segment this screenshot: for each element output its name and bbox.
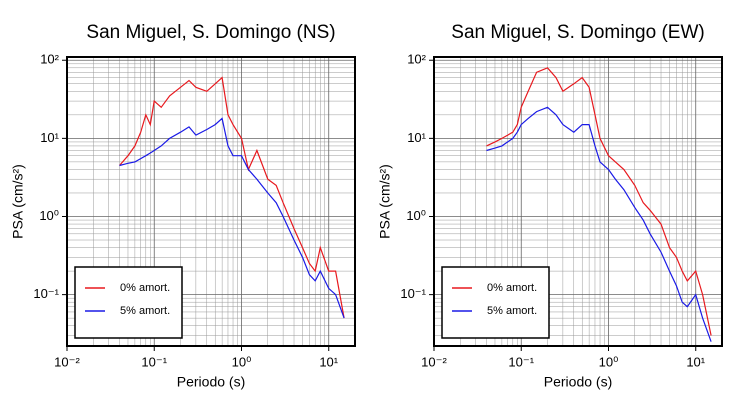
- x-tick-label: 10⁻¹: [508, 354, 534, 369]
- x-axis-label: Periodo (s): [544, 374, 612, 390]
- chart-title: San Miguel, S. Domingo (EW): [451, 22, 704, 43]
- plot-frame: [66, 56, 356, 347]
- y-tick-label: 10⁰: [39, 208, 59, 223]
- data-line: [486, 106, 712, 342]
- y-tick-label: 10¹: [407, 130, 426, 145]
- x-tick-label: 10⁰: [599, 354, 619, 369]
- y-tick-label: 10²: [407, 52, 426, 67]
- x-tick-label: 10¹: [686, 354, 705, 369]
- chart-title: San Miguel, S. Domingo (NS): [86, 22, 335, 43]
- y-axis-label: PSA (cm/s²): [10, 164, 26, 239]
- y-axis-label: PSA (cm/s²): [377, 164, 393, 239]
- x-tick-label: 10¹: [319, 354, 338, 369]
- x-tick-label: 10⁻¹: [141, 354, 167, 369]
- data-line: [119, 117, 345, 319]
- legend-label: 5% amort.: [120, 305, 170, 317]
- y-tick-label: 10⁻¹: [33, 286, 59, 301]
- panel: San Miguel, S. Domingo (EW) Periodo (s) PS…: [377, 22, 723, 390]
- data-line: [119, 76, 345, 319]
- x-tick-label: 10⁻²: [421, 354, 447, 369]
- legend-label: 5% amort.: [487, 305, 537, 317]
- y-tick-label: 10¹: [40, 130, 59, 145]
- y-tick-label: 10⁻¹: [400, 286, 426, 301]
- legend-label: 0% amort.: [487, 282, 537, 294]
- legend-box: [74, 266, 183, 339]
- panel: San Miguel, S. Domingo (NS) Periodo (s) PS…: [10, 22, 356, 390]
- x-tick-label: 10⁻²: [54, 354, 80, 369]
- y-tick-label: 10²: [40, 52, 59, 67]
- y-tick-label: 10⁰: [406, 208, 426, 223]
- legend-label: 0% amort.: [120, 282, 170, 294]
- data-line: [486, 67, 712, 336]
- plot-frame: [433, 56, 723, 347]
- legend-box: [441, 266, 550, 339]
- x-axis-label: Periodo (s): [177, 374, 245, 390]
- x-tick-label: 10⁰: [232, 354, 252, 369]
